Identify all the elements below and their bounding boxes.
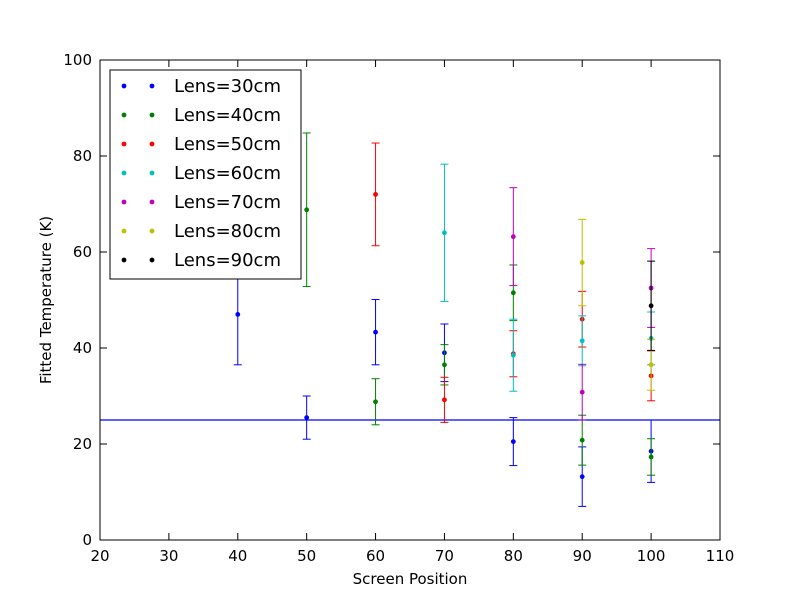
y-tick-label: 100 [63, 51, 92, 69]
x-axis-label: Screen Position [353, 570, 468, 588]
data-point [235, 312, 241, 317]
legend-marker [121, 228, 127, 234]
legend-marker [149, 141, 155, 147]
x-tick-label: 20 [90, 547, 109, 565]
legend-item: Lens=90cm [121, 250, 281, 271]
data-point [442, 397, 447, 403]
data-point [579, 260, 585, 265]
x-tick-label: 50 [297, 547, 316, 565]
legend-label: Lens=70cm [174, 192, 281, 213]
data-point [510, 290, 516, 296]
legend-marker [121, 170, 127, 176]
x-tick-label: 30 [159, 547, 178, 565]
legend-marker [121, 257, 127, 263]
x-tick-label: 90 [573, 547, 592, 565]
legend-item: Lens=30cm [121, 76, 281, 97]
legend-label: Lens=50cm [174, 134, 281, 155]
legend-box [109, 69, 302, 280]
legend-item: Lens=80cm [121, 221, 281, 242]
data-point [510, 352, 516, 358]
legend-marker [149, 112, 155, 118]
legend-marker [149, 83, 155, 89]
legend-label: Lens=30cm [174, 76, 281, 97]
legend-marker [121, 199, 127, 205]
legend-marker [149, 257, 155, 263]
legend-item: Lens=50cm [121, 134, 281, 155]
data-point [579, 389, 585, 395]
legend-marker [121, 112, 127, 118]
legend-item: Lens=60cm [121, 163, 281, 184]
legend-item: Lens=70cm [121, 192, 281, 213]
data-point [373, 192, 378, 197]
x-tick-label: 100 [637, 547, 666, 565]
plot-frame [99, 59, 721, 541]
y-tick-label: 40 [73, 339, 92, 357]
legend-label: Lens=80cm [174, 221, 281, 242]
data-point [442, 362, 447, 368]
x-tick-label: 70 [435, 547, 454, 565]
data-point [579, 338, 585, 344]
x-tick-label: 40 [228, 547, 247, 565]
data-point [648, 454, 654, 460]
legend-marker [121, 83, 127, 89]
x-tick-label: 110 [706, 547, 735, 565]
data-point [304, 207, 310, 213]
legend-label: Lens=60cm [174, 163, 281, 184]
data-point [648, 303, 654, 309]
data-point [579, 437, 585, 443]
legend-item: Lens=40cm [121, 105, 281, 126]
x-tick-label: 60 [366, 547, 385, 565]
y-tick-label: 60 [73, 243, 92, 261]
legend-marker [149, 228, 155, 234]
x-tick-label: 80 [504, 547, 523, 565]
legend-label: Lens=40cm [174, 105, 281, 126]
legend-label: Lens=90cm [174, 250, 281, 271]
y-tick-label: 0 [82, 531, 92, 549]
legend-marker [149, 199, 155, 205]
data-point [510, 439, 516, 444]
y-axis-label: Fitted Temperature (K) [37, 216, 55, 384]
data-point [648, 362, 654, 368]
data-point [304, 415, 310, 420]
legend: Lens=30cm Lens=40cm Lens=50cm Lens=60cm Lens… [109, 69, 302, 280]
data-point [579, 474, 585, 480]
series-7 [647, 260, 656, 351]
data-point [373, 329, 378, 335]
y-tick-label: 20 [73, 435, 92, 453]
data-point [373, 399, 378, 405]
data-point [442, 230, 447, 236]
legend-marker [149, 170, 155, 176]
data-point [510, 234, 516, 240]
data-layer [100, 132, 720, 507]
y-tick-label: 80 [73, 147, 92, 165]
legend-marker [121, 141, 127, 147]
